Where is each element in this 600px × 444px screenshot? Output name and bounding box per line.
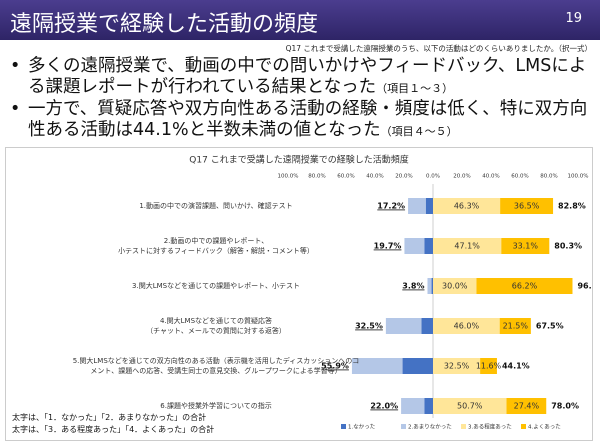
bullet-text: 一方で、質疑応答や双方向性ある活動の経験・頻度は低く、特に双方向性ある活動は44… (28, 99, 588, 140)
header-bar: 遠隔授業で経験した活動の頻度 19 (0, 0, 600, 40)
bullet: 多くの遠隔授業で、動画の中での問いかけやフィードバック、LMSによる課題レポート… (8, 56, 594, 99)
bar-segment (385, 318, 422, 334)
chart-title: Q17 これまで受講した遠隔授業での経験した活動頻度 (189, 154, 408, 166)
right-total: 78.0% (551, 402, 579, 411)
x-tick-label: 40.0% (366, 174, 383, 180)
bar-segment (425, 198, 433, 214)
bar-segment (433, 238, 502, 254)
left-total: 19.7% (374, 242, 402, 251)
bar-segment (476, 278, 573, 294)
right-total: 44.1% (502, 362, 530, 371)
bar-segment (401, 398, 425, 414)
chart-box: Q17 これまで受講した遠隔授業での経験した活動頻度 100.0% 80.0% 60… (5, 147, 593, 441)
value-label: 50.7% (457, 402, 483, 411)
slide-title: 遠隔授業で経験した活動の頻度 (10, 12, 319, 37)
bullet-text: 多くの遠隔授業で、動画の中での問いかけやフィードバック、LMSによる課題レポート… (28, 56, 587, 97)
value-label: 27.4% (514, 402, 540, 411)
legend-swatch (521, 424, 526, 429)
bar-segment (480, 358, 497, 374)
right-total: 67.5% (536, 322, 564, 331)
bar-segment (404, 238, 425, 254)
value-label: 46.0% (454, 322, 480, 331)
x-tick-label: 100.0% (568, 174, 589, 180)
left-total: 32.5% (355, 322, 383, 331)
legend-label: 3.ある程度あった (468, 423, 512, 431)
value-label: 30.0% (442, 282, 468, 291)
footnote: 太字は、「1．なかった」「2．あまりなかった」の合計 (12, 413, 207, 422)
legend-label: 1.なかった (348, 424, 375, 431)
bar-segment (402, 358, 433, 374)
bullet-note: （項目１～３） (376, 82, 454, 95)
value-label: 66.2% (512, 282, 538, 291)
value-label: 46.3% (454, 202, 480, 211)
category-label: 5.関大LMSなどを通じての双方向性のある活動（表示機を活用したディスカッション… (72, 357, 360, 375)
question-note: Q17 これまで受講した遠隔授業のうち、以下の活動はどのくらいありましたか。（択… (285, 44, 592, 53)
x-tick-label: 80.0% (308, 174, 325, 180)
legend-swatch (341, 424, 346, 429)
legend-label: 4.よくあった (528, 424, 561, 431)
page-number: 19 (565, 11, 582, 26)
legend-swatch (461, 424, 466, 429)
right-total: 80.3% (554, 242, 582, 251)
bar-segment (506, 398, 547, 414)
bar-segment (500, 198, 554, 214)
bar-segment (433, 278, 477, 294)
bar-segment (408, 198, 426, 214)
bar-segment (424, 398, 433, 414)
category-label: 2.動画の中での課題やレポート、 小テストに対するフィードバック（解答・解説・コ… (118, 237, 314, 255)
left-total: 55.9% (321, 362, 349, 371)
bar-segment (351, 358, 403, 374)
value-label: 33.1% (513, 242, 539, 251)
right-total: 82.8% (558, 202, 586, 211)
bullet: 一方で、質疑応答や双方向性ある活動の経験・頻度は低く、特に双方向性ある活動は44… (8, 99, 594, 142)
bar-segment (433, 318, 500, 334)
value-label: 36.5% (514, 202, 540, 211)
bar-segment (431, 278, 433, 294)
x-tick-label: 60.0% (337, 174, 354, 180)
x-tick-label: 20.0% (453, 174, 470, 180)
value-label: 32.5% (444, 362, 470, 371)
bullet-note: （項目４～５） (380, 125, 458, 138)
category-label: 3.関大LMSなどを通じての課題やレポート、小テスト (132, 282, 300, 290)
bar-segment (501, 238, 550, 254)
left-total: 17.2% (377, 202, 405, 211)
value-label: 11.6% (476, 362, 502, 371)
value-label: 47.1% (454, 242, 480, 251)
bar-segment (433, 398, 507, 414)
x-tick-label: 0.0% (426, 174, 440, 180)
left-total: 3.8% (402, 282, 424, 291)
bar-segment (499, 318, 531, 334)
chart: Q17 これまで受講した遠隔授業での経験した活動頻度 100.0% 80.0% 60… (189, 154, 592, 431)
legend-swatch (401, 424, 406, 429)
x-tick-label: 60.0% (511, 174, 528, 180)
bar-segment (427, 278, 432, 294)
x-tick-label: 20.0% (395, 174, 412, 180)
category-label: 4.関大LMSなどを通じての質疑応答 （チャット、メールでの質問に対する返答） (146, 317, 286, 335)
left-total: 22.0% (370, 402, 398, 411)
bullets: 多くの遠隔授業で、動画の中での問いかけやフィードバック、LMSによる課題レポート… (8, 56, 594, 142)
bar-segment (433, 358, 481, 374)
right-total: 96.2% (577, 282, 592, 291)
x-tick-label: 100.0% (278, 174, 299, 180)
bar-segment (433, 198, 501, 214)
x-tick-label: 80.0% (540, 174, 557, 180)
bar-segment (424, 238, 433, 254)
footnote: 太字は、「3．ある程度あった」「4．よくあった」の合計 (12, 425, 215, 434)
x-tick-label: 40.0% (482, 174, 499, 180)
category-label: 6.課題や授業外学習についての指示 (160, 402, 272, 410)
value-label: 21.5% (503, 322, 529, 331)
category-label: 1.動画の中での演習課題、問いかけ、確認テスト (139, 202, 293, 210)
bar-segment (421, 318, 433, 334)
legend-label: 2.あまりなかった (408, 424, 452, 431)
